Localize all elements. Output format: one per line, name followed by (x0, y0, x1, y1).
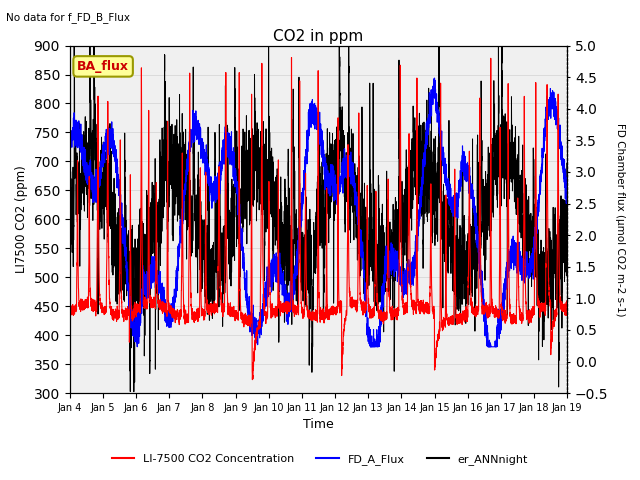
Y-axis label: LI7500 CO2 (ppm): LI7500 CO2 (ppm) (15, 166, 28, 273)
Text: BA_flux: BA_flux (77, 60, 129, 73)
Legend: LI-7500 CO2 Concentration, FD_A_Flux, er_ANNnight: LI-7500 CO2 Concentration, FD_A_Flux, er… (108, 450, 532, 469)
Title: CO2 in ppm: CO2 in ppm (273, 29, 364, 44)
Text: No data for f_FD_B_Flux: No data for f_FD_B_Flux (6, 12, 131, 23)
Y-axis label: FD Chamber flux (μmol CO2 m-2 s-1): FD Chamber flux (μmol CO2 m-2 s-1) (615, 122, 625, 316)
X-axis label: Time: Time (303, 419, 334, 432)
